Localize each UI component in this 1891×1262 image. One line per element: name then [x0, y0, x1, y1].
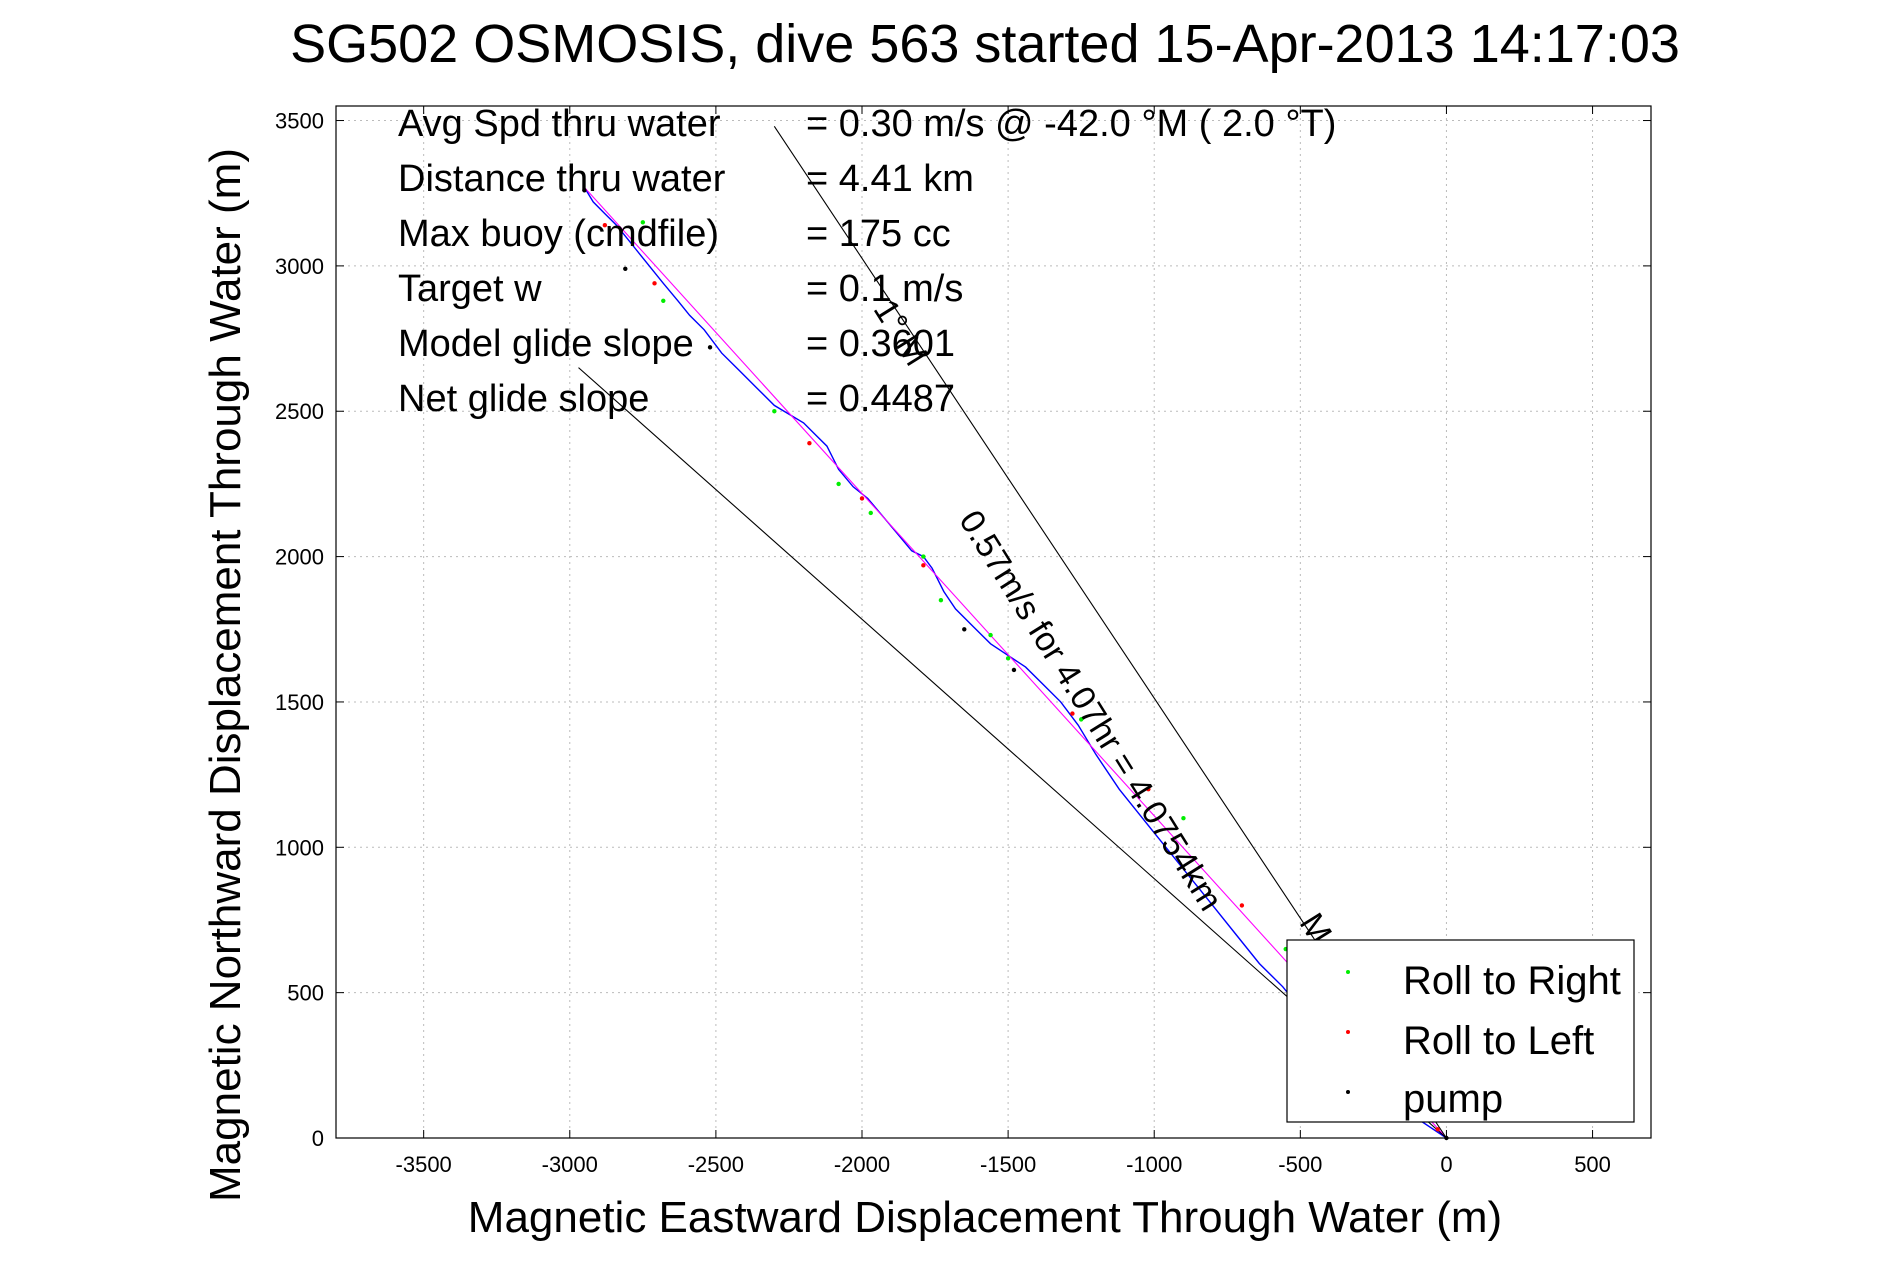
- marker-roll-to-left: [1146, 786, 1151, 792]
- chart-title: SG502 OSMOSIS, dive 563 started 15-Apr-2…: [290, 14, 1680, 74]
- marker-roll-to-right: [640, 220, 646, 225]
- info-value: = 4.41 km: [806, 158, 974, 200]
- info-label: Net glide slope: [398, 378, 649, 420]
- x-tick-label: -1000: [1126, 1152, 1182, 1177]
- marker-roll-to-right: [836, 481, 841, 487]
- legend-marker-roll-right: [1346, 970, 1350, 974]
- info-label: Distance thru water: [398, 158, 726, 200]
- marker-roll-to-left: [1070, 711, 1075, 716]
- legend-label-roll-left: Roll to Left: [1403, 1019, 1594, 1063]
- x-tick-label: -500: [1278, 1152, 1322, 1177]
- info-value: = 0.30 m/s @ -42.0 °M ( 2.0 °T): [806, 103, 1336, 145]
- info-value: = 0.4487: [806, 378, 955, 420]
- legend-box: [1286, 939, 1635, 1123]
- marker-roll-to-left: [602, 222, 608, 228]
- marker-pump: [962, 627, 967, 632]
- legend-label-roll-right: Roll to Right: [1403, 959, 1621, 1003]
- y-tick-label: 3000: [275, 254, 324, 279]
- marker-roll-to-right: [661, 298, 666, 303]
- legend-label-pump: pump: [1403, 1077, 1503, 1121]
- x-tick-label: 500: [1574, 1152, 1611, 1177]
- legend: Roll to Right Roll to Left pump: [1286, 939, 1635, 1123]
- marker-roll-to-right: [868, 510, 873, 516]
- x-tick-label: 0: [1440, 1152, 1452, 1177]
- y-tick-label: 500: [287, 981, 324, 1006]
- info-label: Max buoy (cmdfile): [398, 213, 719, 255]
- x-tick-labels: -3500 -3000 -2500 -2000 -1500 -1000 -500 0 500: [396, 1152, 1611, 1177]
- marker-pump: [623, 266, 628, 271]
- y-tick-label: 0: [312, 1126, 324, 1151]
- info-value: = 0.3601: [806, 323, 955, 365]
- axes-frame: [335, 105, 1652, 1139]
- x-tick-label: -3000: [542, 1152, 598, 1177]
- x-tick-label: -2500: [688, 1152, 744, 1177]
- marker-roll-to-left: [807, 441, 812, 446]
- x-axis-label: Magnetic Eastward Displacement Through W…: [468, 1193, 1502, 1242]
- y-tick-label: 1000: [275, 835, 324, 860]
- x-tick-label: -2000: [834, 1152, 890, 1177]
- marker-roll-to-right: [938, 597, 944, 603]
- y-tick-label: 2500: [275, 399, 324, 424]
- info-label: Avg Spd thru water: [398, 103, 721, 145]
- marker-roll-to-left: [921, 563, 926, 568]
- info-block: Avg Spd thru water = 0.30 m/s @ -42.0 °M …: [398, 103, 1336, 420]
- ticks: [336, 106, 1651, 1139]
- series-track: [583, 187, 1447, 1139]
- y-tick-label: 2000: [275, 545, 324, 570]
- marker-roll-to-right: [1078, 717, 1084, 722]
- marker-roll-to-right: [1005, 656, 1011, 661]
- marker-pump: [1011, 667, 1017, 673]
- legend-marker-roll-left: [1346, 1030, 1350, 1034]
- marker-roll-to-left: [1435, 1127, 1440, 1132]
- y-tick-label: 3500: [275, 109, 324, 134]
- marker-pump: [707, 345, 713, 350]
- marker-roll-to-right: [921, 554, 926, 559]
- marker-roll-to-right: [772, 409, 777, 414]
- info-label: Target w: [398, 268, 542, 310]
- marker-roll-to-right: [1181, 816, 1186, 821]
- marker-roll-to-left: [1239, 903, 1245, 908]
- marker-pump: [582, 188, 587, 193]
- info-value: = 0.1 m/s: [806, 268, 963, 310]
- marker-roll-to-left: [652, 281, 657, 286]
- marker-roll-to-left: [859, 496, 865, 501]
- info-label: Model glide slope: [398, 323, 694, 365]
- marker-roll-to-right: [988, 632, 993, 638]
- x-tick-label: -3500: [396, 1152, 452, 1177]
- y-tick-label: 1500: [275, 690, 324, 715]
- legend-marker-pump: [1346, 1090, 1350, 1094]
- info-value: = 175 cc: [806, 213, 951, 255]
- y-axis-label: Magnetic Northward Displacement Through …: [201, 148, 250, 1202]
- y-tick-labels: 0 500 1000 1500 2000 2500 3000 3500: [275, 109, 324, 1151]
- x-tick-label: -1500: [980, 1152, 1036, 1177]
